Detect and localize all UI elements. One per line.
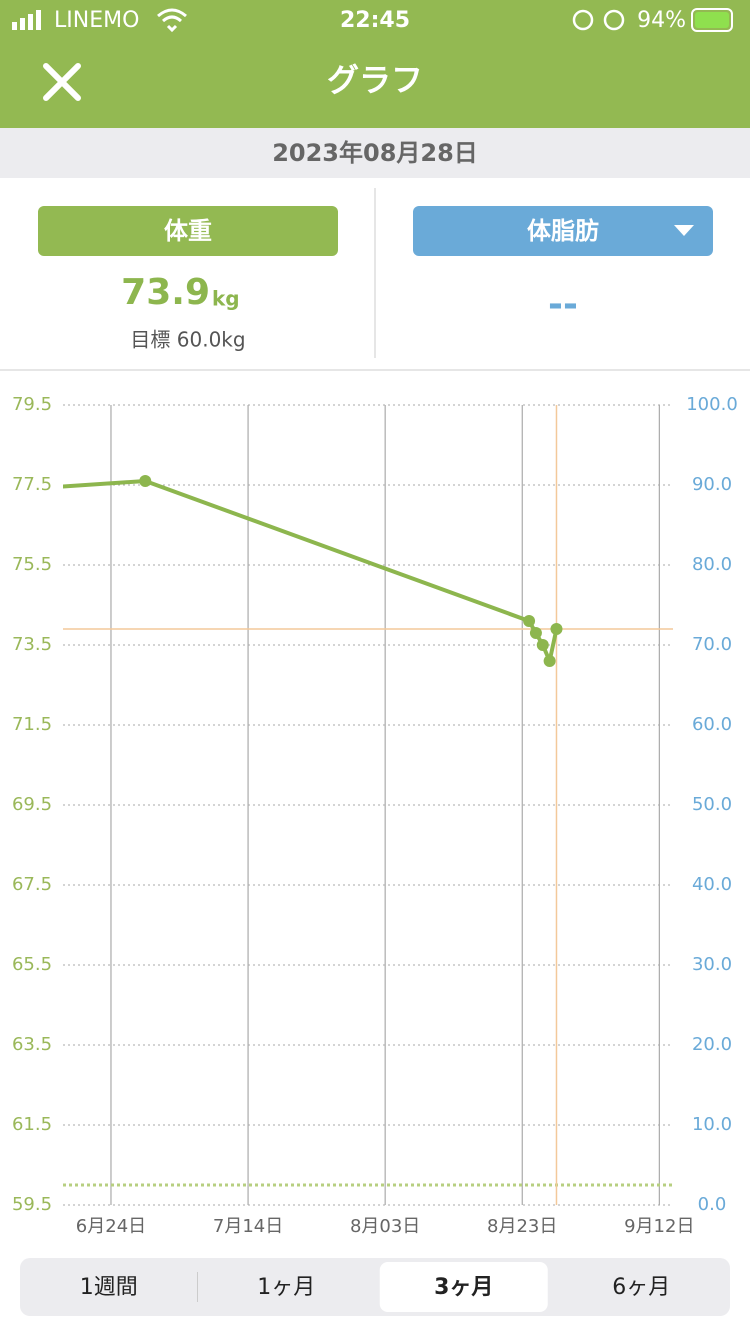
weight-line: [63, 479, 559, 663]
fat-value: --: [548, 284, 578, 325]
x-tick-label: 8月23日: [487, 1216, 557, 1237]
weight-tab[interactable]: [38, 206, 338, 256]
y2-tick-label: 80.0: [692, 554, 732, 575]
battery-level: [695, 12, 729, 28]
y2-tick-label: 60.0: [692, 714, 732, 735]
battery-text: 94%: [637, 8, 686, 33]
y-tick-label: 61.5: [12, 1114, 52, 1135]
segment[interactable]: 1ヶ月: [257, 1275, 315, 1300]
close-button[interactable]: [43, 63, 81, 101]
y2-tick-label: 10.0: [692, 1114, 732, 1135]
y-tick-label: 67.5: [12, 874, 52, 895]
y-tick-label: 75.5: [12, 554, 52, 575]
x-tick-label: 8月03日: [350, 1216, 420, 1237]
weight-value: 73.9: [121, 272, 210, 313]
y2-tick-label: 20.0: [692, 1034, 732, 1055]
x-tick-label: 6月24日: [76, 1216, 146, 1237]
y2-tick-label: 30.0: [692, 954, 732, 975]
data-point: [529, 627, 542, 639]
data-point: [523, 615, 536, 627]
date-bar: [0, 128, 750, 178]
clock: 22:45: [340, 8, 410, 33]
y-tick-label: 65.5: [12, 954, 52, 975]
wifi-icon: [157, 8, 187, 33]
segment-selected: [379, 1262, 548, 1312]
y2-tick-label: 100.0: [686, 394, 738, 415]
segment[interactable]: 6ヶ月: [612, 1275, 670, 1300]
y2-tick-label: 40.0: [692, 874, 732, 895]
fat-label: 体脂肪: [527, 217, 599, 245]
x-tick-label: 7月14日: [213, 1216, 283, 1237]
y2-tick-label: 50.0: [692, 794, 732, 815]
y-tick-label: 77.5: [12, 474, 52, 495]
chart: 6月24日 7月14日 8月03日 8月23日 9月12日 59.5 61.5 63.5 65.…: [12, 394, 738, 1237]
segment[interactable]: 3ヶ月: [434, 1275, 493, 1300]
y-tick-label: 71.5: [12, 714, 52, 735]
data-point: [550, 623, 563, 635]
weight-unit: kg: [212, 287, 240, 311]
segments: 1週間 1ヶ月 3ヶ月 6ヶ月: [80, 1262, 670, 1312]
y-tick-label: 79.5: [12, 394, 52, 415]
y-tick-label: 59.5: [12, 1194, 52, 1215]
date: 2023年08月28日: [272, 139, 478, 167]
y2-tick-label: 0.0: [698, 1194, 727, 1215]
dropdown-arrow[interactable]: [674, 225, 694, 236]
segment[interactable]: 1週間: [80, 1275, 138, 1300]
y-tick-label: 73.5: [12, 634, 52, 655]
header-title: グラフ: [327, 61, 423, 99]
data-point: [536, 639, 549, 651]
weight-label: 体重: [164, 217, 212, 245]
header-bar: [0, 0, 750, 128]
data-point: [139, 475, 152, 487]
y2-tick-label: 70.0: [692, 634, 732, 655]
y-tick-label: 69.5: [12, 794, 52, 815]
weight-target: 目標 60.0kg: [130, 328, 245, 352]
y2-tick-label: 90.0: [692, 474, 732, 495]
fat-tab[interactable]: [413, 206, 713, 256]
alarm-icon: [603, 9, 625, 31]
data-point: [543, 655, 556, 667]
carrier: LINEMO: [54, 8, 139, 33]
lock-icon: [572, 9, 594, 31]
signal-icon: [12, 10, 41, 30]
x-tick-label: 9月12日: [624, 1216, 694, 1237]
battery-icon: [691, 8, 733, 32]
y-tick-label: 63.5: [12, 1034, 52, 1055]
